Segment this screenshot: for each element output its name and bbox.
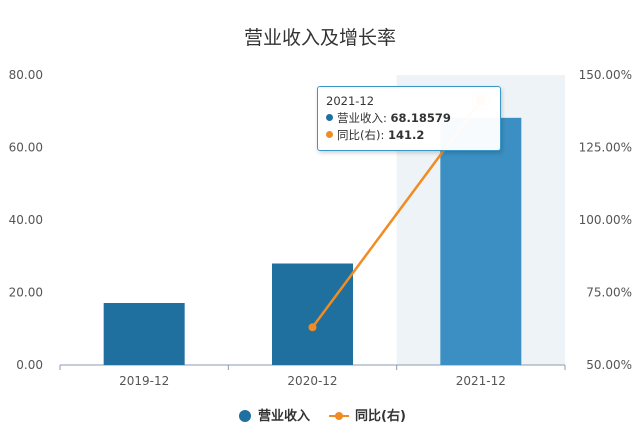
y-right-tick-label: 75.00% (586, 286, 632, 300)
revenue-bar (103, 303, 185, 365)
legend-label-revenue: 营业收入 (258, 408, 310, 424)
y-left-tick-label: 20.00 (9, 286, 43, 300)
yoy-point (308, 323, 317, 332)
tooltip-value-yoy: 141.2 (388, 128, 425, 142)
legend-marker-yoy (335, 412, 343, 420)
x-tick-label: 2021-12 (456, 374, 506, 388)
revenue-bar (440, 117, 522, 365)
revenue-bar (272, 263, 353, 365)
tooltip-label-revenue: 营业收入: (337, 111, 391, 125)
tooltip-header: 2021-12 (326, 94, 375, 108)
legend-marker-revenue (239, 410, 251, 422)
y-left-tick-label: 60.00 (9, 141, 43, 155)
x-tick-label: 2020-12 (287, 374, 337, 388)
y-left-tick-label: 80.00 (9, 68, 43, 82)
y-left-tick-label: 0.00 (16, 358, 43, 372)
tooltip-label-yoy: 同比(右): (337, 128, 389, 142)
x-tick-label: 2019-12 (119, 374, 169, 388)
tooltip-row-yoy: 同比(右): 141.2 (326, 127, 492, 144)
tooltip-value-revenue: 68.18579 (390, 111, 451, 125)
y-left-tick-label: 40.00 (9, 213, 43, 227)
tooltip-dot-revenue (326, 114, 333, 121)
tooltip: 2021-12 营业收入: 68.18579 同比(右): 141.2 (317, 86, 501, 151)
chart-title: 营业收入及增长率 (244, 27, 396, 49)
y-right-tick-label: 50.00% (586, 358, 632, 372)
y-right-tick-label: 125.00% (579, 141, 632, 155)
legend-label-yoy: 同比(右) (355, 408, 406, 424)
y-right-tick-label: 150.00% (579, 68, 632, 82)
y-right-tick-label: 100.00% (579, 213, 632, 227)
tooltip-dot-yoy (326, 131, 333, 138)
tooltip-row-revenue: 营业收入: 68.18579 (326, 110, 492, 127)
